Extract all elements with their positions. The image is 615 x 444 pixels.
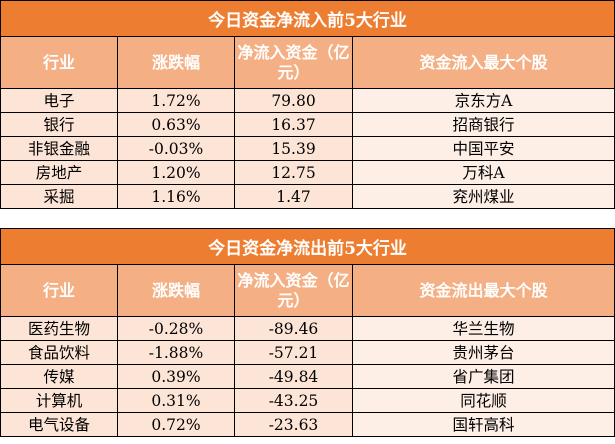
industry-cell: 食品饮料 <box>0 340 118 365</box>
table-row: 计算机 0.31% -43.25 同花顺 <box>0 388 615 413</box>
outflow-title: 今日资金净流出前5大行业 <box>0 228 615 265</box>
header-change: 涨跌幅 <box>117 36 235 89</box>
amount-cell: 1.47 <box>234 184 353 209</box>
inflow-table: 今日资金净流入前5大行业 行业 涨跌幅 净流入资金（亿元） 资金流入最大个股 电… <box>0 0 615 209</box>
industry-cell: 采掘 <box>0 184 118 209</box>
amount-cell: -43.25 <box>234 388 353 413</box>
industry-cell: 电气设备 <box>0 412 118 437</box>
inflow-title: 今日资金净流入前5大行业 <box>0 0 615 37</box>
amount-cell: -57.21 <box>234 340 353 365</box>
header-industry: 行业 <box>0 36 118 89</box>
change-cell: 0.72% <box>117 412 235 437</box>
stock-cell: 兖州煤业 <box>351 184 615 209</box>
change-cell: -0.03% <box>117 136 235 161</box>
industry-cell: 银行 <box>0 112 118 137</box>
change-cell: 0.31% <box>117 388 235 413</box>
header-net-inflow: 净流入资金（亿元） <box>234 264 353 317</box>
industry-cell: 非银金融 <box>0 136 118 161</box>
table-row: 电子 1.72% 79.80 京东方A <box>0 88 615 113</box>
change-cell: 1.72% <box>117 88 235 113</box>
change-cell: -1.88% <box>117 340 235 365</box>
amount-cell: 16.37 <box>234 112 353 137</box>
table-row: 传媒 0.39% -49.84 省广集团 <box>0 364 615 389</box>
stock-cell: 招商银行 <box>351 112 615 137</box>
amount-cell: -49.84 <box>234 364 353 389</box>
stock-cell: 省广集团 <box>351 364 615 389</box>
stock-cell: 同花顺 <box>351 388 615 413</box>
change-cell: 0.63% <box>117 112 235 137</box>
table-row: 电气设备 0.72% -23.63 国轩高科 <box>0 412 615 437</box>
stock-cell: 万科A <box>351 160 615 185</box>
industry-cell: 电子 <box>0 88 118 113</box>
change-cell: 0.39% <box>117 364 235 389</box>
header-industry: 行业 <box>0 264 118 317</box>
stock-cell: 贵州茅台 <box>351 340 615 365</box>
header-top-stock: 资金流出最大个股 <box>351 264 615 317</box>
amount-cell: -89.46 <box>234 316 353 341</box>
industry-cell: 房地产 <box>0 160 118 185</box>
stock-cell: 国轩高科 <box>351 412 615 437</box>
amount-cell: 79.80 <box>234 88 353 113</box>
header-top-stock: 资金流入最大个股 <box>351 36 615 89</box>
stock-cell: 中国平安 <box>351 136 615 161</box>
header-net-inflow: 净流入资金（亿元） <box>234 36 353 89</box>
industry-cell: 计算机 <box>0 388 118 413</box>
table-row: 采掘 1.16% 1.47 兖州煤业 <box>0 184 615 209</box>
change-cell: -0.28% <box>117 316 235 341</box>
table-row: 房地产 1.20% 12.75 万科A <box>0 160 615 185</box>
header-change: 涨跌幅 <box>117 264 235 317</box>
amount-cell: 15.39 <box>234 136 353 161</box>
table-row: 医药生物 -0.28% -89.46 华兰生物 <box>0 316 615 341</box>
industry-cell: 传媒 <box>0 364 118 389</box>
outflow-table: 今日资金净流出前5大行业 行业 涨跌幅 净流入资金（亿元） 资金流出最大个股 医… <box>0 228 615 437</box>
stock-cell: 华兰生物 <box>351 316 615 341</box>
table-row: 非银金融 -0.03% 15.39 中国平安 <box>0 136 615 161</box>
amount-cell: -23.63 <box>234 412 353 437</box>
industry-cell: 医药生物 <box>0 316 118 341</box>
amount-cell: 12.75 <box>234 160 353 185</box>
table-row: 食品饮料 -1.88% -57.21 贵州茅台 <box>0 340 615 365</box>
change-cell: 1.20% <box>117 160 235 185</box>
stock-cell: 京东方A <box>351 88 615 113</box>
table-row: 银行 0.63% 16.37 招商银行 <box>0 112 615 137</box>
change-cell: 1.16% <box>117 184 235 209</box>
